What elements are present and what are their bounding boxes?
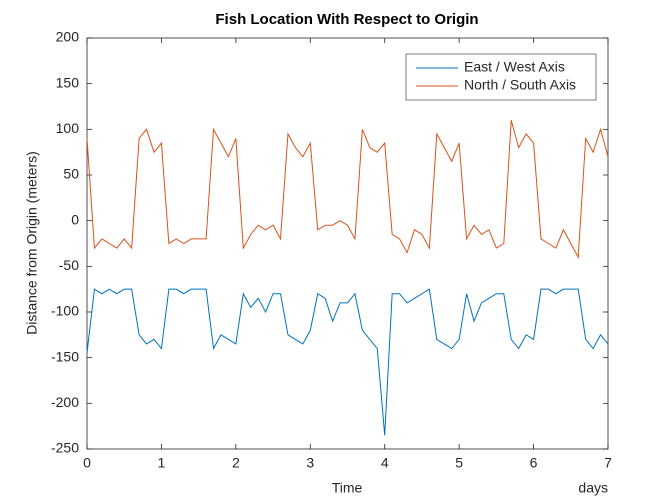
- y-tick-label: -250: [51, 440, 79, 456]
- data-line: [86, 288, 609, 436]
- y-tick-label: -200: [51, 394, 79, 410]
- y-tick-label: -100: [51, 303, 79, 319]
- x-tick-label: 5: [455, 455, 463, 471]
- x-tick-label: 6: [530, 455, 538, 471]
- chart-title: Fish Location With Respect to Origin: [215, 11, 478, 28]
- plot-area: [86, 37, 609, 450]
- y-tick-label: 50: [63, 166, 79, 182]
- x-tick-label: 2: [232, 455, 240, 471]
- x-unit-label: days: [578, 480, 608, 496]
- x-tick-label: 7: [604, 455, 612, 471]
- y-tick-label: 100: [56, 120, 80, 136]
- legend-box: [405, 53, 597, 101]
- data-line: [86, 120, 609, 259]
- y-tick-label: 0: [71, 211, 79, 227]
- y-axis-label: Distance from Origin (meters): [24, 151, 40, 335]
- y-tick-label: -150: [51, 348, 79, 364]
- legend-label: East / West Axis: [464, 59, 565, 75]
- x-tick-label: 1: [158, 455, 166, 471]
- x-axis-label: Time: [332, 480, 363, 496]
- x-tick-label: 4: [381, 455, 389, 471]
- y-tick-label: 200: [56, 29, 80, 45]
- x-tick-label: 0: [83, 455, 91, 471]
- legend-label: North / South Axis: [464, 77, 576, 93]
- y-tick-label: -50: [59, 257, 79, 273]
- x-tick-label: 3: [306, 455, 314, 471]
- y-tick-label: 150: [56, 74, 80, 90]
